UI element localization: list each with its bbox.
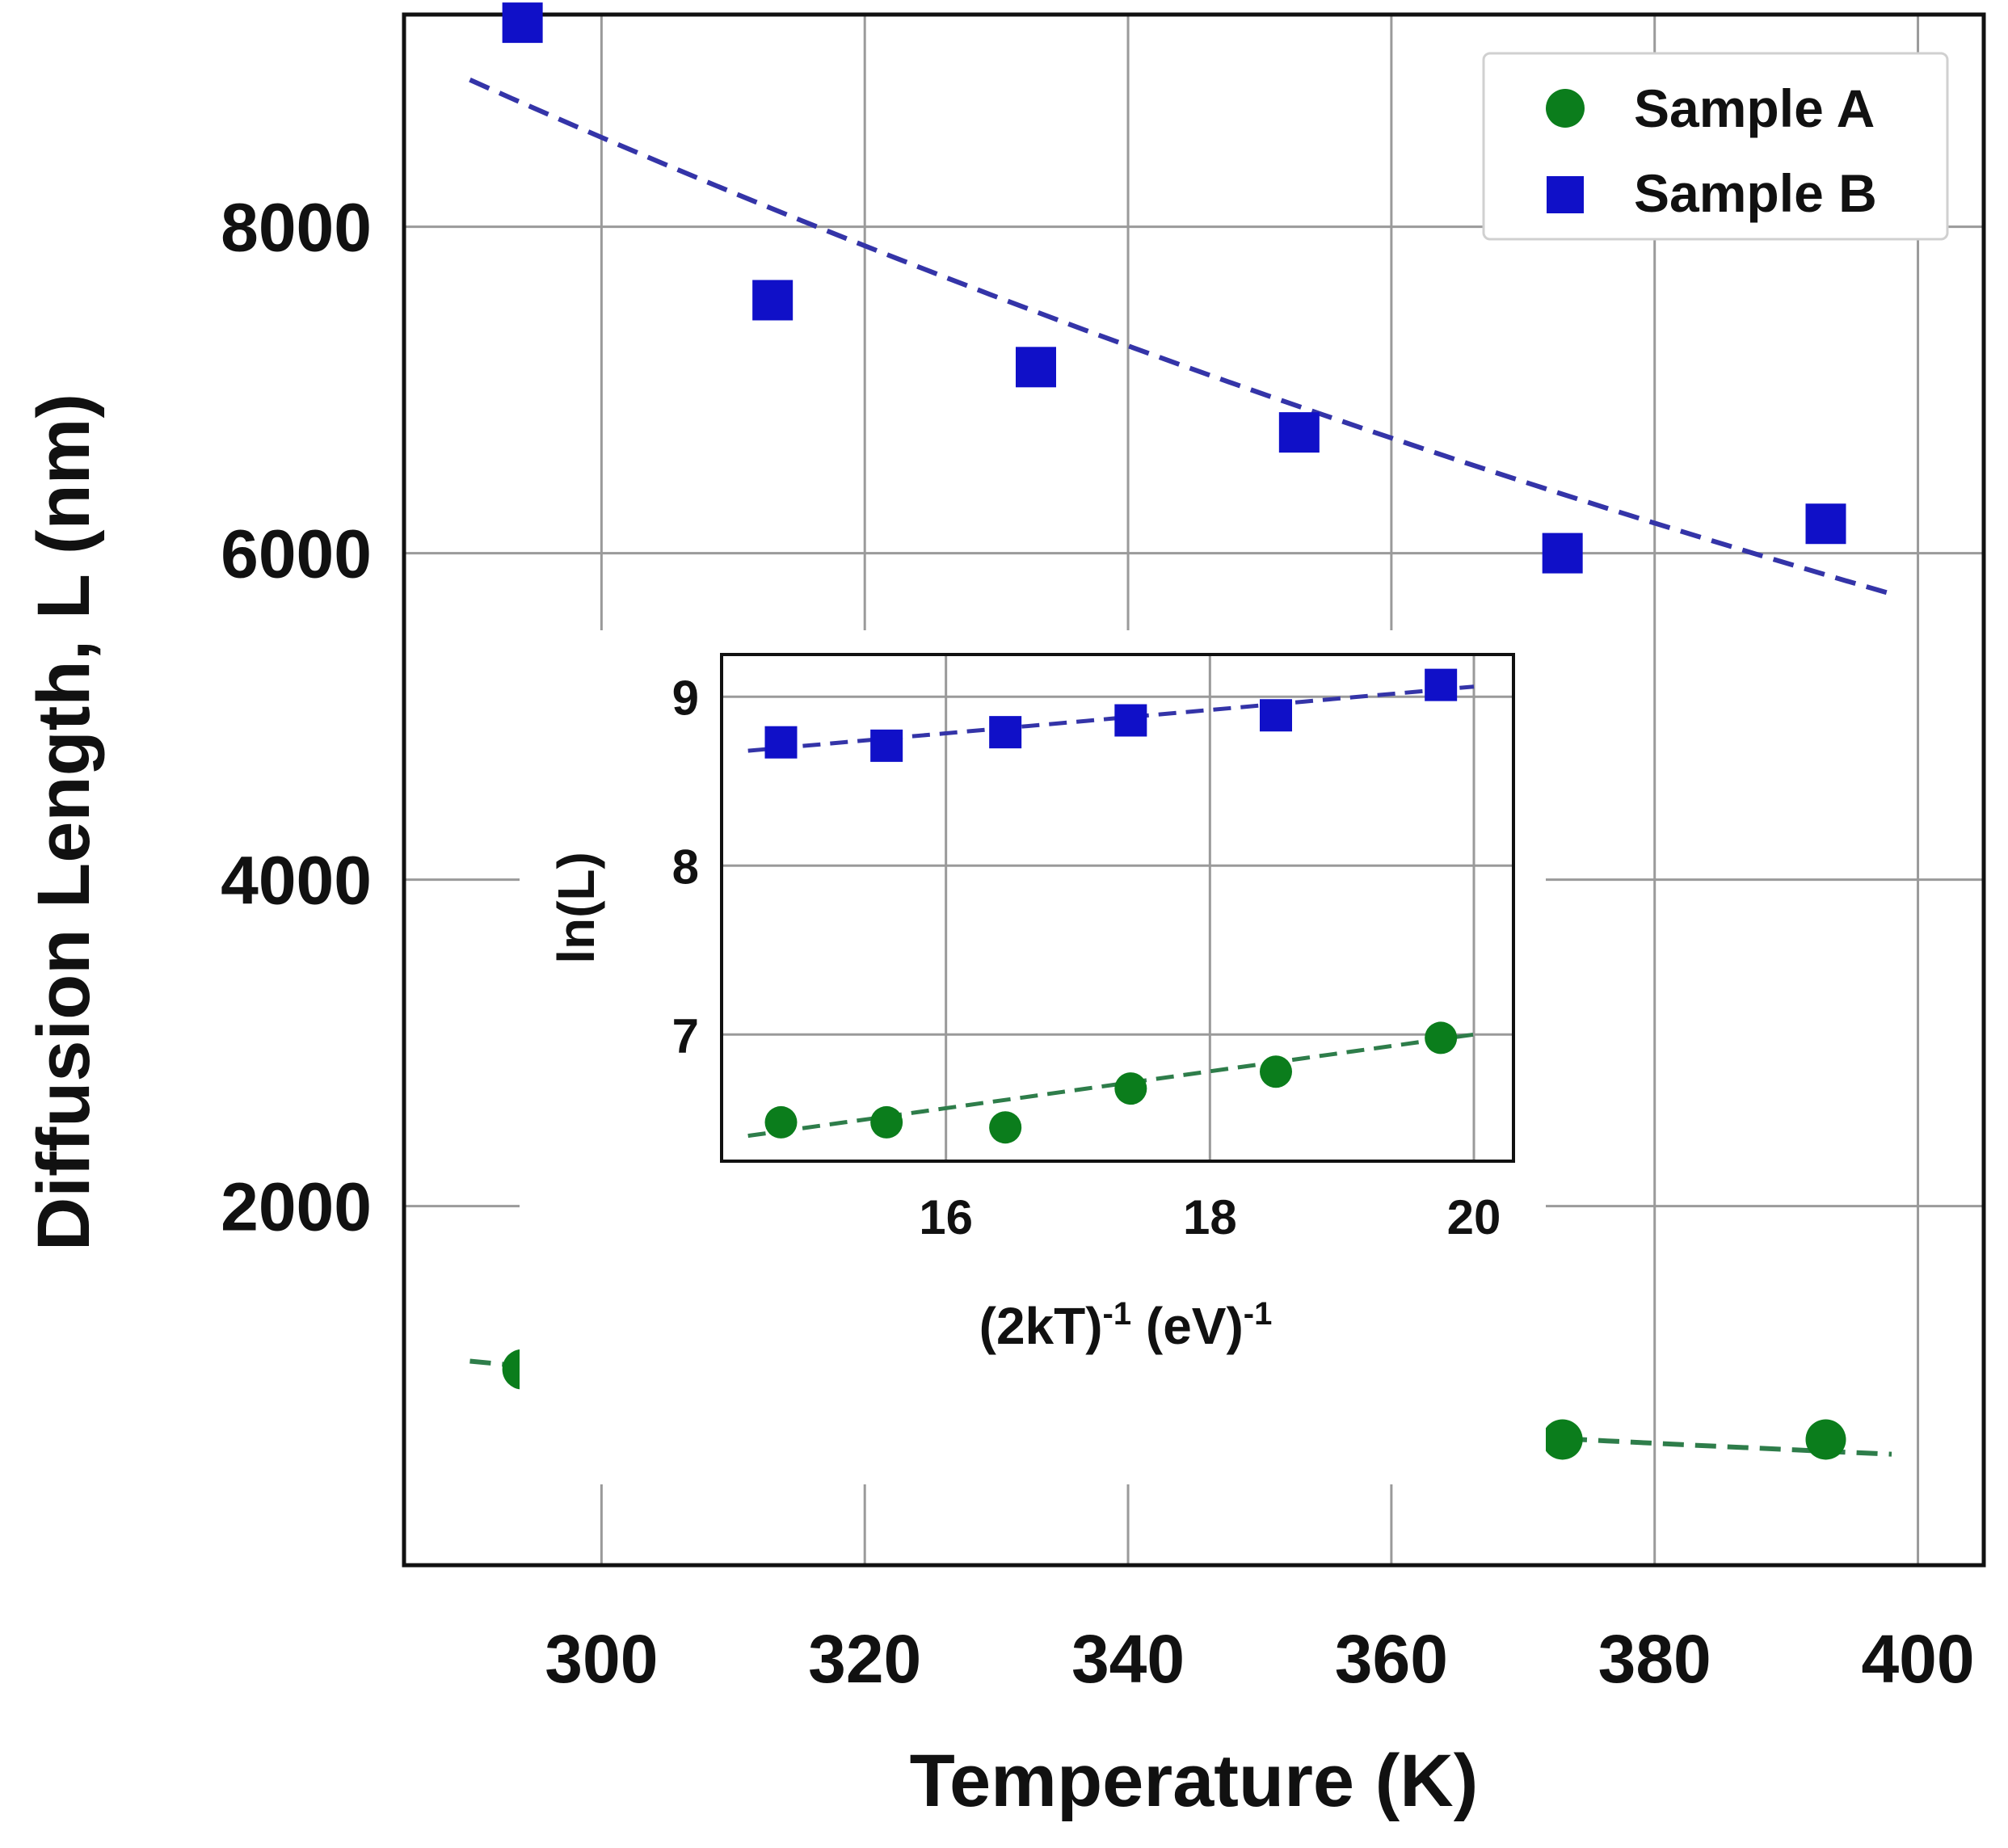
- inset-x-tick-labels: 16 18 20: [919, 1190, 1501, 1244]
- data-point-sample-b: [752, 280, 794, 321]
- x-tick-label: 20: [1447, 1190, 1501, 1244]
- main-x-tick-labels: 300 320 340 360 380 400: [545, 1621, 1974, 1697]
- fit-line-sample-b: [469, 78, 1892, 596]
- inset-y-axis-label: ln(L): [547, 852, 605, 964]
- legend: Sample A Sample B: [1482, 52, 1949, 241]
- y-tick-label: 8000: [221, 190, 372, 266]
- data-point-sample-a: [870, 1105, 903, 1139]
- main-plot-frame: [402, 12, 1986, 1568]
- x-tick-label: 400: [1861, 1621, 1974, 1697]
- data-point-sample-b: [1425, 668, 1458, 701]
- y-tick-label: 6000: [221, 516, 372, 592]
- data-point-sample-a: [764, 1105, 798, 1139]
- y-tick-label: 4000: [221, 843, 372, 919]
- inset-x-axis-label: (2kT)-1 (eV)-1: [979, 1296, 1273, 1355]
- data-point-sample-b: [1114, 704, 1147, 737]
- data-point-sample-b: [502, 2, 543, 44]
- data-point-sample-b: [1542, 533, 1583, 574]
- data-point-sample-b: [1260, 699, 1292, 732]
- main-y-tick-labels: 2000 4000 6000 8000: [221, 190, 372, 1245]
- x-tick-label: 380: [1598, 1621, 1711, 1697]
- main-y-axis-label: Diffusion Length, L (nm): [23, 394, 105, 1251]
- inset-x-label-part2: (eV): [1131, 1297, 1244, 1355]
- inset-plot-frame: [720, 653, 1515, 1163]
- inset-plot: 16 18 20 789 ln(L) (2kT)-1 (eV)-1: [520, 630, 1546, 1484]
- data-point-sample-a: [1542, 1419, 1583, 1460]
- data-point-sample-b: [1016, 347, 1056, 388]
- inset-y-tick-labels: 7 8 9: [672, 671, 699, 1063]
- data-point-sample-b: [870, 729, 903, 762]
- legend-label-sample-a: Sample A: [1634, 78, 1875, 138]
- data-point-sample-a: [1114, 1072, 1147, 1105]
- x-tick-label: 320: [808, 1621, 921, 1697]
- legend-label-sample-b: Sample B: [1634, 163, 1877, 223]
- main-x-axis-label: Temperature (K): [910, 1740, 1479, 1822]
- x-tick-label: 340: [1071, 1621, 1185, 1697]
- inset-x-label-sup1: -1: [1103, 1296, 1132, 1332]
- inset-x-label-part1: (2kT): [979, 1297, 1103, 1355]
- legend-marker-sample-b: [1547, 176, 1584, 213]
- inset-fit-lines: [747, 684, 1475, 1139]
- inset-x-label-sup2: -1: [1244, 1296, 1273, 1332]
- fit-line-sample-b: [747, 684, 1475, 753]
- y-tick-label: 2000: [221, 1169, 372, 1245]
- inset-data-points: [764, 668, 1458, 1144]
- data-point-sample-b: [989, 716, 1022, 749]
- data-point-sample-b: [1805, 503, 1846, 545]
- data-point-sample-a: [1805, 1419, 1846, 1460]
- legend-box: [1482, 52, 1949, 241]
- legend-marker-sample-a: [1546, 89, 1585, 128]
- x-tick-label: 360: [1335, 1621, 1448, 1697]
- x-tick-label: 16: [919, 1190, 973, 1244]
- data-point-sample-a: [1425, 1021, 1458, 1054]
- data-point-sample-b: [1278, 412, 1320, 453]
- y-tick-label: 9: [672, 671, 699, 725]
- y-tick-label: 8: [672, 840, 699, 894]
- fit-line-sample-a: [747, 1032, 1475, 1139]
- x-tick-label: 18: [1183, 1190, 1237, 1244]
- y-tick-label: 7: [672, 1008, 699, 1063]
- data-point-sample-a: [1260, 1055, 1292, 1088]
- x-tick-label: 300: [545, 1621, 658, 1697]
- data-point-sample-b: [764, 726, 798, 759]
- data-point-sample-a: [989, 1111, 1022, 1144]
- inset-background: [520, 630, 1546, 1484]
- inset-grid: [722, 655, 1513, 1161]
